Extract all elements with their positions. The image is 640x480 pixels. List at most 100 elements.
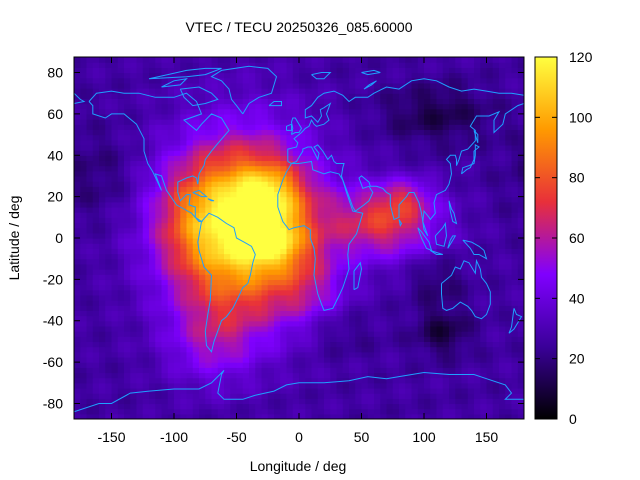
heatmap-cell [374, 191, 381, 198]
heatmap-cell [136, 331, 144, 337]
heatmap-cell [136, 248, 144, 255]
heatmap-cell [380, 387, 388, 394]
heatmap-cell [455, 201, 463, 208]
heatmap-cell [449, 160, 456, 167]
heatmap-cell [174, 356, 181, 363]
heatmap-cell [324, 124, 331, 130]
heatmap-cell [311, 77, 319, 84]
heatmap-cell [392, 356, 400, 363]
heatmap-cell [105, 212, 113, 218]
heatmap-cell [236, 170, 244, 177]
heatmap-cell [224, 196, 231, 203]
heatmap-cell [180, 57, 188, 63]
heatmap-cell [305, 150, 313, 156]
heatmap-cell [142, 175, 150, 182]
heatmap-cell [249, 387, 256, 394]
heatmap-cell [436, 155, 444, 162]
heatmap-cell [136, 103, 144, 110]
heatmap-cell [467, 289, 475, 296]
heatmap-cell [224, 119, 231, 125]
heatmap-cell [174, 160, 181, 167]
heatmap-cell [280, 413, 288, 419]
heatmap-cell [461, 212, 469, 218]
heatmap-cell [217, 238, 225, 244]
heatmap-cell [242, 398, 250, 405]
heatmap-cell [255, 300, 263, 306]
heatmap-cell [111, 67, 119, 74]
heatmap-cell [80, 393, 88, 399]
heatmap-cell [261, 346, 269, 353]
heatmap-cell [199, 325, 206, 332]
heatmap-cell [155, 356, 163, 363]
heatmap-cell [399, 222, 406, 229]
heatmap-cell [167, 331, 175, 337]
heatmap-cell [424, 108, 431, 115]
heatmap-cell [292, 181, 300, 187]
heatmap-cell [255, 341, 263, 348]
heatmap-cell [211, 403, 219, 410]
heatmap-cell [324, 62, 331, 68]
heatmap-cell [511, 103, 519, 110]
heatmap-cell [517, 222, 524, 229]
heatmap-cell [467, 377, 475, 384]
heatmap-cell [80, 134, 88, 141]
heatmap-cell [217, 165, 225, 172]
heatmap-cell [99, 341, 106, 348]
heatmap-cell [167, 67, 175, 74]
heatmap-cell [449, 227, 456, 234]
heatmap-cell [355, 67, 363, 74]
heatmap-cell [430, 315, 438, 322]
heatmap-cell [111, 103, 119, 110]
heatmap-cell [205, 217, 213, 224]
heatmap-cell [374, 372, 381, 379]
heatmap-cell [224, 88, 231, 94]
heatmap-cell [317, 356, 325, 363]
heatmap-cell [274, 103, 281, 110]
heatmap-cell [199, 398, 206, 405]
heatmap-cell [399, 279, 406, 286]
heatmap-cell [274, 129, 281, 136]
heatmap-cell [136, 212, 144, 218]
heatmap-cell [80, 336, 88, 343]
heatmap-cell [111, 134, 119, 141]
heatmap-cell [474, 377, 481, 384]
heatmap-cell [449, 372, 456, 379]
heatmap-cell [380, 165, 388, 172]
heatmap-cell [349, 82, 356, 89]
heatmap-cell [424, 377, 431, 384]
heatmap-cell [280, 325, 288, 332]
heatmap-cell [130, 93, 138, 99]
heatmap-cell [411, 377, 419, 384]
heatmap-cell [167, 72, 175, 79]
heatmap-cell [430, 294, 438, 301]
heatmap-cell [217, 351, 225, 358]
heatmap-cell [424, 408, 431, 415]
heatmap-cell [474, 212, 481, 218]
heatmap-cell [399, 367, 406, 374]
heatmap-cell [142, 139, 150, 146]
heatmap-cell [511, 191, 519, 198]
heatmap-cell [180, 181, 188, 187]
heatmap-cell [167, 119, 175, 125]
heatmap-cell [299, 346, 306, 353]
heatmap-cell [480, 82, 488, 89]
heatmap-cell [480, 113, 488, 120]
heatmap-cell [199, 186, 206, 193]
heatmap-cell [292, 212, 300, 218]
heatmap-cell [267, 367, 275, 374]
heatmap-cell [299, 227, 306, 234]
heatmap-cell [367, 201, 375, 208]
heatmap-cell [349, 72, 356, 79]
heatmap-cell [117, 413, 125, 419]
heatmap-cell [317, 315, 325, 322]
heatmap-cell [130, 232, 138, 239]
heatmap-cell [311, 382, 319, 389]
heatmap-cell [92, 144, 100, 151]
heatmap-cell [155, 196, 163, 203]
heatmap-cell [192, 382, 200, 389]
heatmap-cell [111, 284, 119, 291]
heatmap-cell [380, 367, 388, 374]
heatmap-cell [161, 315, 169, 322]
heatmap-cell [399, 191, 406, 198]
heatmap-cell [342, 243, 350, 249]
